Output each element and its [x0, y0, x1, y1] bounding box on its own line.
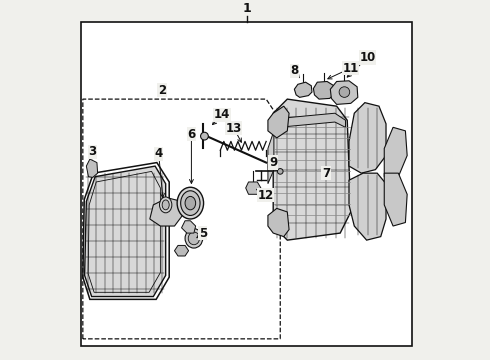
- Text: 1: 1: [243, 1, 251, 14]
- Polygon shape: [245, 182, 261, 194]
- Ellipse shape: [185, 197, 196, 210]
- Polygon shape: [268, 106, 289, 138]
- Polygon shape: [273, 99, 351, 240]
- Ellipse shape: [185, 229, 203, 248]
- Polygon shape: [349, 103, 386, 173]
- Polygon shape: [86, 159, 98, 177]
- Ellipse shape: [181, 191, 200, 215]
- Polygon shape: [83, 99, 280, 339]
- Polygon shape: [268, 131, 274, 184]
- Ellipse shape: [162, 200, 169, 210]
- Polygon shape: [330, 81, 358, 104]
- Text: 3: 3: [89, 145, 97, 158]
- Polygon shape: [85, 166, 166, 297]
- Ellipse shape: [339, 87, 350, 97]
- Text: 12: 12: [257, 189, 273, 202]
- Text: 13: 13: [225, 122, 242, 135]
- Ellipse shape: [177, 187, 203, 219]
- Polygon shape: [278, 113, 345, 127]
- Polygon shape: [294, 82, 312, 97]
- Text: 9: 9: [269, 156, 277, 169]
- Text: 5: 5: [198, 226, 207, 240]
- Text: 2: 2: [158, 84, 166, 97]
- Polygon shape: [384, 127, 407, 177]
- Ellipse shape: [200, 132, 208, 140]
- Polygon shape: [150, 198, 185, 226]
- Text: 8: 8: [290, 64, 298, 77]
- Text: 4: 4: [154, 147, 163, 160]
- Polygon shape: [181, 221, 196, 233]
- Polygon shape: [349, 173, 386, 240]
- Text: 10: 10: [360, 51, 376, 64]
- Ellipse shape: [277, 168, 283, 174]
- Polygon shape: [314, 81, 335, 99]
- Ellipse shape: [160, 197, 172, 213]
- Ellipse shape: [188, 232, 199, 245]
- Text: 6: 6: [187, 128, 196, 141]
- Polygon shape: [268, 208, 289, 237]
- Polygon shape: [384, 173, 407, 226]
- Text: 11: 11: [343, 62, 359, 75]
- Text: 7: 7: [322, 167, 330, 180]
- Polygon shape: [174, 246, 189, 256]
- Text: 14: 14: [214, 108, 230, 121]
